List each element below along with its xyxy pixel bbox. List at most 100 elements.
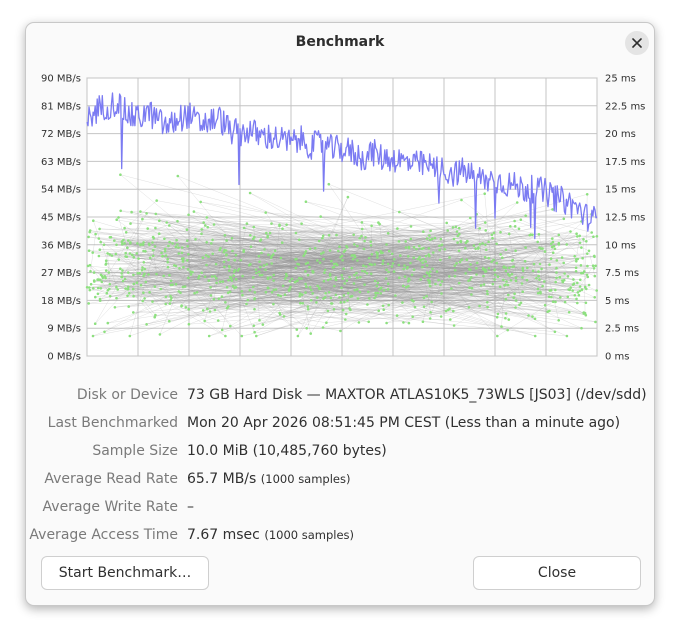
access-time-point [386, 262, 390, 266]
access-time-point [576, 301, 579, 305]
access-time-point [92, 287, 95, 290]
access-time-point [110, 254, 114, 257]
access-time-point [341, 308, 345, 312]
access-time-point [91, 251, 94, 254]
access-time-point [131, 253, 134, 257]
access-time-point [218, 248, 221, 252]
access-time-point [338, 245, 341, 248]
access-time-point [231, 284, 235, 288]
access-time-point [227, 265, 231, 268]
access-time-point [330, 259, 333, 263]
access-time-point [486, 301, 489, 304]
access-time-point [283, 293, 287, 296]
benchmark-chart: 0%10%20%30%40%50%60%70%80%90%100%0 MB/s9… [41, 74, 645, 362]
access-time-point [224, 334, 227, 338]
close-dialog-button[interactable]: Close [473, 556, 641, 590]
access-time-point [170, 296, 173, 300]
access-time-point [495, 242, 498, 246]
access-time-point [452, 237, 456, 241]
access-time-point [335, 233, 338, 237]
access-time-point [342, 267, 346, 270]
access-time-point [361, 269, 364, 273]
close-button[interactable] [625, 31, 649, 55]
access-time-point [119, 267, 122, 270]
access-time-point [148, 256, 152, 260]
access-time-point [479, 284, 483, 287]
access-time-point [327, 233, 331, 237]
access-time-point [381, 251, 384, 255]
access-time-point [87, 302, 90, 305]
access-time-point [144, 280, 148, 284]
access-time-point [580, 326, 583, 330]
access-time-point [385, 243, 388, 246]
access-time-point [209, 294, 213, 297]
access-time-point [257, 254, 261, 258]
access-time-point [499, 253, 503, 256]
access-time-point [281, 227, 284, 230]
access-time-point [304, 200, 308, 203]
access-time-point [591, 264, 595, 267]
access-time-point [186, 259, 189, 262]
access-time-point [288, 279, 292, 283]
access-time-point [295, 257, 298, 261]
access-time-point [397, 263, 401, 267]
access-time-point [192, 210, 196, 213]
access-time-point [124, 255, 127, 258]
access-time-point [551, 240, 555, 244]
titlebar: Benchmark [26, 23, 654, 61]
access-time-point [386, 282, 390, 285]
y-left-tick-label: 18 MB/s [41, 296, 81, 307]
access-time-point [208, 310, 212, 313]
access-time-point [232, 274, 235, 277]
access-time-point [358, 290, 362, 294]
access-time-point [197, 274, 201, 278]
access-time-point [183, 285, 187, 288]
access-time-point [285, 223, 288, 226]
access-time-point [241, 293, 244, 297]
access-time-point [484, 221, 487, 224]
access-time-point [366, 303, 369, 306]
access-time-point [527, 314, 530, 317]
device-label: Disk or Device [76, 387, 178, 403]
access-time-point [158, 333, 162, 336]
access-time-point [509, 279, 513, 282]
access-time-point [210, 275, 214, 278]
access-time-point [303, 252, 307, 255]
access-time-point [580, 246, 583, 249]
access-time-point [221, 280, 225, 283]
access-time-point [132, 255, 136, 259]
start-benchmark-button[interactable]: Start Benchmark… [41, 556, 209, 590]
access-time-point [163, 247, 167, 251]
access-time-point [115, 243, 118, 247]
access-time-point [438, 244, 441, 248]
access-time-point [203, 275, 207, 278]
access-time-point [402, 321, 405, 324]
access-time-point [168, 319, 171, 323]
access-time-point [486, 305, 489, 309]
access-time-point [345, 279, 349, 282]
access-time-point [501, 256, 504, 259]
access-time-point [223, 234, 227, 237]
access-time-point [483, 256, 487, 259]
access-time-point [334, 276, 338, 279]
access-time-point [407, 284, 410, 288]
access-time-point [412, 245, 416, 249]
access-time-point [413, 305, 417, 309]
access-time-point [507, 232, 511, 236]
access-time-point [343, 249, 347, 252]
access-time-point [452, 324, 456, 327]
access-time-point [502, 278, 505, 282]
access-time-point [201, 309, 205, 312]
access-time-point [98, 227, 101, 231]
access-time-point [412, 256, 416, 260]
access-time-point [562, 261, 565, 265]
access-time-point [306, 308, 310, 311]
access-time-point [115, 218, 118, 221]
access-time-point [339, 329, 342, 333]
access-time-point [586, 252, 589, 255]
access-time-point [521, 266, 524, 270]
access-time-point [342, 294, 346, 297]
access-time-point [326, 309, 330, 313]
access-time-point [160, 251, 163, 255]
access-time-point [401, 301, 404, 304]
